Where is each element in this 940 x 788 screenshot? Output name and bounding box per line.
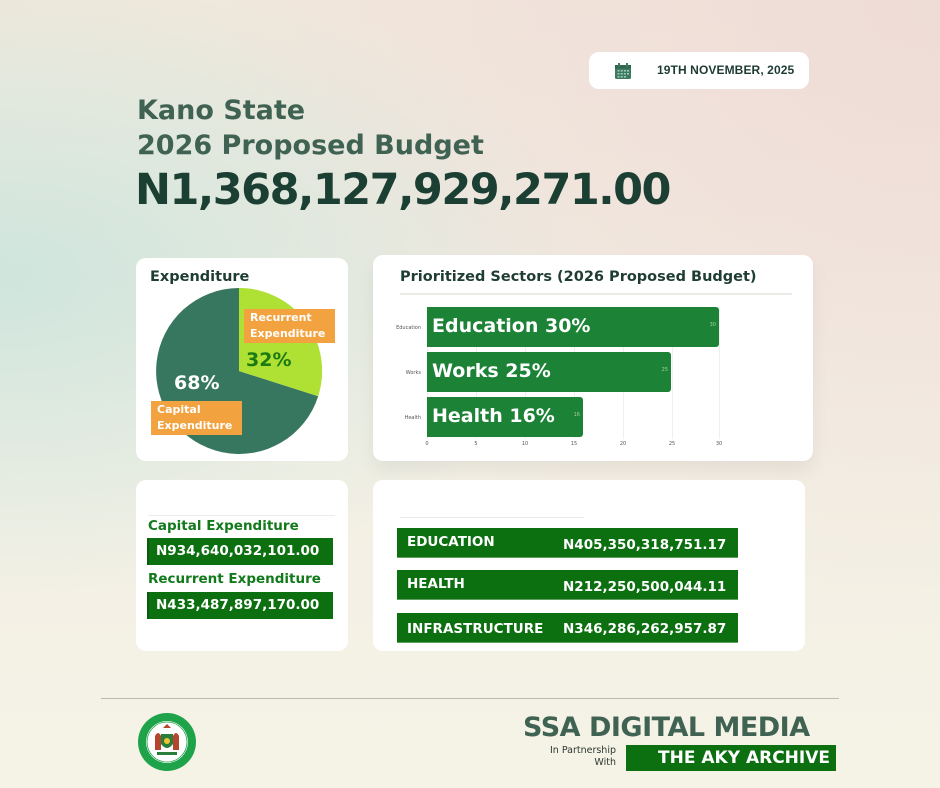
kano-state-seal-icon xyxy=(138,713,196,771)
capital-tag: Capital Expenditure xyxy=(151,401,242,435)
sector-name: INFRASTRUCTURE xyxy=(407,621,544,637)
recurrent-tag-line1: Recurrent xyxy=(250,311,312,324)
capital-tag-line1: Capital xyxy=(157,403,201,416)
sector-row-health: HEALTH N212,250,500,044.11 xyxy=(397,570,738,600)
x-tick: 0 xyxy=(425,441,429,447)
title-divider xyxy=(400,293,792,295)
capital-expenditure-label: Capital Expenditure xyxy=(148,518,299,534)
sector-amounts-card: EDUCATION N405,350,318,751.17 HEALTH N21… xyxy=(373,480,805,651)
y-label-education: Education xyxy=(396,325,421,331)
y-label-health: Health xyxy=(404,415,421,421)
sector-name: HEALTH xyxy=(407,576,465,592)
calendar-icon xyxy=(615,63,631,79)
footer-divider xyxy=(101,698,839,699)
partnership-line1: In Partnership xyxy=(549,745,616,756)
state-title: Kano State xyxy=(137,95,306,126)
recurrent-tag: Recurrent Expenditure xyxy=(244,309,335,343)
sector-row-education: EDUCATION N405,350,318,751.17 xyxy=(397,528,738,558)
expenditure-amounts-card: Capital Expenditure N934,640,032,101.00 … xyxy=(136,480,348,651)
x-tick: 25 xyxy=(668,441,676,447)
bar-value-works: 25 xyxy=(661,367,668,373)
x-tick: 30 xyxy=(715,441,723,447)
recurrent-expenditure-label: Recurrent Expenditure xyxy=(148,571,321,587)
recurrent-tag-line2: Expenditure xyxy=(250,327,326,340)
sector-amount: N346,286,262,957.87 xyxy=(563,621,727,637)
brand-name: SSA DIGITAL MEDIA xyxy=(523,712,810,743)
budget-total: N1,368,127,929,271.00 xyxy=(135,165,671,215)
budget-subtitle: 2026 Proposed Budget xyxy=(137,130,484,161)
bar-education: Education 30% 30 xyxy=(427,307,719,347)
capital-tag-line2: Expenditure xyxy=(157,419,233,432)
bar-health: Health 16% 16 xyxy=(427,397,583,437)
divider xyxy=(148,515,335,516)
sectors-chart-title: Prioritized Sectors (2026 Proposed Budge… xyxy=(400,269,757,285)
bar-value-education: 30 xyxy=(709,322,716,328)
sector-name: EDUCATION xyxy=(407,534,495,550)
bar-label-health: Health 16% xyxy=(432,405,555,427)
prioritized-sectors-card: Prioritized Sectors (2026 Proposed Budge… xyxy=(373,255,813,461)
bar-label-works: Works 25% xyxy=(432,360,551,382)
capital-percent: 68% xyxy=(174,372,220,394)
sector-amount: N212,250,500,044.11 xyxy=(563,579,727,595)
gridline xyxy=(719,307,720,439)
sectors-bar-chart: Education Works Health Education 30% 30 … xyxy=(396,307,722,447)
bar-works: Works 25% 25 xyxy=(427,352,671,392)
capital-expenditure-value: N934,640,032,101.00 xyxy=(147,538,333,565)
partnership-line2: With xyxy=(594,757,616,768)
sector-amount: N405,350,318,751.17 xyxy=(563,537,727,553)
sector-row-infrastructure: INFRASTRUCTURE N346,286,262,957.87 xyxy=(397,613,738,643)
partner-name: THE AKY ARCHIVE xyxy=(626,745,836,771)
gridline xyxy=(672,307,673,439)
date-badge: 19TH NOVEMBER, 2025 xyxy=(589,52,809,89)
x-tick: 10 xyxy=(521,441,529,447)
bar-label-education: Education 30% xyxy=(432,315,591,337)
x-tick: 5 xyxy=(474,441,478,447)
x-tick: 20 xyxy=(619,441,627,447)
expenditure-card: Expenditure Recurrent Expenditure 32% 68… xyxy=(136,258,348,461)
divider xyxy=(400,517,584,518)
expenditure-title: Expenditure xyxy=(150,269,250,285)
partnership-text: In Partnership With xyxy=(528,745,616,769)
bar-value-health: 16 xyxy=(573,412,580,418)
x-tick: 15 xyxy=(570,441,578,447)
recurrent-percent: 32% xyxy=(246,349,292,371)
date-text: 19TH NOVEMBER, 2025 xyxy=(657,63,795,77)
recurrent-expenditure-value: N433,487,897,170.00 xyxy=(147,592,333,619)
y-label-works: Works xyxy=(405,370,421,376)
